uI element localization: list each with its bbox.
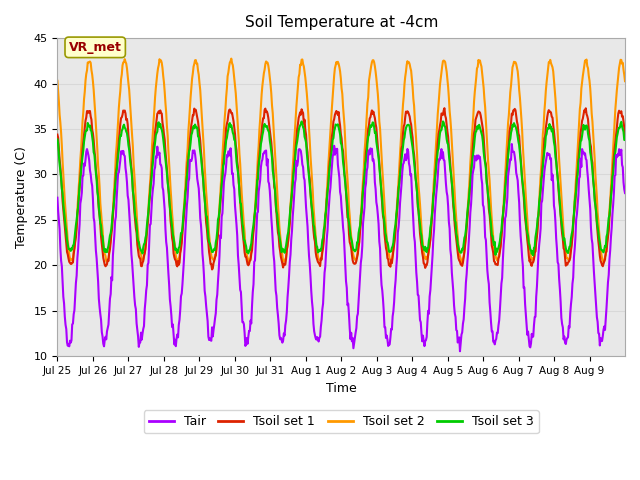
Tsoil set 2 — [275, 212, 282, 217]
Line: Tair: Tair — [58, 144, 625, 351]
Tsoil set 1 — [433, 158, 440, 164]
Tsoil set 3 — [253, 191, 260, 196]
Tsoil set 2 — [401, 82, 408, 87]
Tsoil set 3 — [274, 221, 282, 227]
Tair — [54, 195, 61, 201]
Tsoil set 3 — [432, 170, 440, 176]
Tair — [225, 148, 232, 154]
Line: Tsoil set 3: Tsoil set 3 — [58, 121, 625, 255]
Line: Tsoil set 2: Tsoil set 2 — [58, 59, 625, 264]
Tsoil set 1 — [120, 109, 128, 115]
Tsoil set 3 — [120, 122, 128, 128]
Tsoil set 3 — [54, 137, 61, 143]
Y-axis label: Temperature (C): Temperature (C) — [15, 146, 28, 248]
Tsoil set 3 — [621, 137, 629, 143]
Tsoil set 1 — [401, 121, 408, 127]
Tsoil set 3 — [400, 137, 408, 143]
Tsoil set 1 — [440, 105, 448, 111]
Tsoil set 3 — [439, 119, 447, 124]
Tair — [432, 201, 440, 206]
Tsoil set 2 — [253, 166, 261, 172]
Title: Soil Temperature at -4cm: Soil Temperature at -4cm — [244, 15, 438, 30]
Tsoil set 2 — [54, 78, 61, 84]
Tair — [120, 152, 128, 158]
Tsoil set 2 — [621, 78, 629, 84]
Tsoil set 2 — [433, 137, 440, 143]
Tsoil set 2 — [458, 261, 466, 266]
Tsoil set 1 — [225, 108, 233, 113]
Tsoil set 3 — [529, 252, 537, 258]
Tsoil set 1 — [621, 133, 629, 139]
Tsoil set 1 — [275, 233, 282, 239]
Tair — [508, 141, 516, 147]
Tair — [456, 348, 464, 354]
Tsoil set 1 — [54, 132, 61, 137]
Tsoil set 3 — [225, 126, 232, 132]
X-axis label: Time: Time — [326, 382, 356, 395]
Tair — [621, 190, 629, 196]
Tsoil set 2 — [225, 70, 232, 75]
Tair — [253, 227, 260, 233]
Text: VR_met: VR_met — [68, 41, 122, 54]
Tsoil set 2 — [227, 56, 235, 61]
Legend: Tair, Tsoil set 1, Tsoil set 2, Tsoil set 3: Tair, Tsoil set 1, Tsoil set 2, Tsoil se… — [144, 410, 539, 433]
Tsoil set 1 — [253, 181, 261, 187]
Tsoil set 2 — [120, 59, 128, 65]
Tair — [400, 160, 408, 166]
Tsoil set 1 — [208, 266, 216, 272]
Tair — [274, 312, 282, 318]
Line: Tsoil set 1: Tsoil set 1 — [58, 108, 625, 269]
